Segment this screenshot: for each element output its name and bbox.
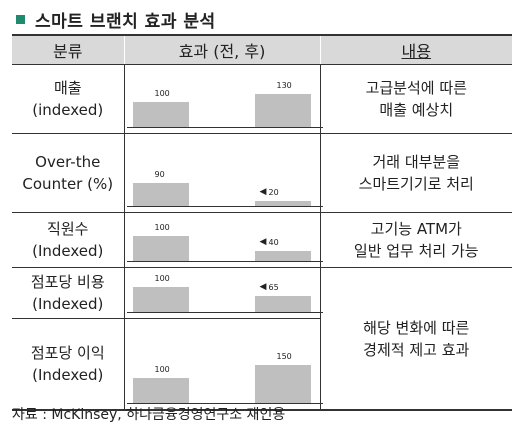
table-row: Over-the Counter (%) 90 20 ◀ 거래 대부분을 스마트기기… — [12, 133, 512, 213]
bar-value-label: 40 — [268, 238, 279, 247]
table-row: 점포당 비용 (Indexed) 100 65 ◀ 해당 변화에 따른 경제적 제고… — [12, 267, 512, 411]
chart-axis — [126, 261, 323, 262]
header-content: 내용 — [319, 34, 512, 65]
table-row: 직원수 (Indexed) 100 40 ◀ 고기능 ATM가 일반 업무 처리 가… — [12, 212, 512, 268]
chart-cell: 100 150 — [124, 318, 323, 411]
bar-before — [132, 236, 189, 261]
bar-value-label: 150 — [276, 352, 292, 361]
title-row: 스마트 브랜치 효과 분석 — [16, 6, 216, 32]
bar-chart: 100 65 ◀ — [125, 268, 325, 318]
category-unit: Counter (%) — [22, 175, 114, 193]
category-cell: 직원수 (Indexed) — [12, 212, 125, 268]
bar-value-label: 100 — [154, 223, 170, 232]
bar-after — [254, 296, 311, 312]
decrease-arrow-icon: ◀ — [259, 237, 267, 247]
content-line: 거래 대부분을 — [372, 153, 461, 171]
content-line: 해당 변화에 따른 — [363, 318, 470, 337]
source-note: 자료 : McKinsey, 하나금융경영연구소 재인용 — [12, 407, 286, 423]
content-cell: 고기능 ATM가 일반 업무 처리 가능 — [319, 212, 512, 268]
category-cell: 매출 (indexed) — [12, 64, 125, 134]
bar-chart: 100 130 — [125, 65, 325, 133]
chart-axis — [126, 312, 323, 313]
header-category: 분류 — [12, 34, 124, 65]
chart-cell: 100 40 ◀ — [124, 212, 323, 268]
content-line: 스마트기기로 처리 — [358, 175, 474, 193]
bar-before — [132, 183, 189, 206]
bar-after — [254, 251, 311, 261]
content-line: 고기능 ATM가 — [370, 220, 462, 238]
table-row: 점포당 이익 (Indexed) 100 150 — [12, 318, 512, 411]
category-unit: (Indexed) — [32, 242, 104, 260]
bar-chart: 100 40 ◀ — [125, 213, 325, 267]
chart-axis — [126, 206, 323, 207]
category-cell: Over-the Counter (%) — [12, 133, 125, 213]
content-line: 매출 예상치 — [379, 101, 454, 119]
bar-before — [132, 378, 189, 403]
bar-value-label: 65 — [268, 283, 279, 292]
category-unit: (indexed) — [32, 101, 104, 119]
bar-after — [254, 201, 311, 206]
content-line: 일반 업무 처리 가능 — [353, 242, 479, 260]
category-label: 점포당 비용 — [30, 273, 105, 291]
chart-cell: 100 130 — [124, 64, 323, 134]
bar-value-label: 90 — [154, 170, 165, 179]
chart-axis — [126, 403, 323, 404]
decrease-arrow-icon: ◀ — [259, 282, 267, 292]
content-line: 고급분석에 따른 — [365, 79, 467, 97]
title-square-icon — [16, 14, 25, 24]
bar-after — [254, 94, 311, 127]
chart-axis — [126, 127, 323, 128]
table-row: 매출 (indexed) 100 130 고급분석에 따른 매출 예상치 — [12, 64, 512, 134]
category-label: 매출 — [53, 79, 82, 97]
bar-value-label: 100 — [154, 89, 170, 98]
effect-table: 분류 효과 (전, 후) 내용 매출 (indexed) 100 130 고급분석… — [12, 34, 512, 411]
bar-value-label: 100 — [154, 365, 170, 374]
content-cell: 거래 대부분을 스마트기기로 처리 — [319, 133, 512, 213]
content-cell: 고급분석에 따른 매출 예상치 — [319, 64, 512, 134]
chart-cell: 90 20 ◀ — [124, 133, 323, 213]
category-label: 점포당 이익 — [30, 344, 105, 362]
decrease-arrow-icon: ◀ — [259, 187, 267, 197]
bar-before — [132, 287, 189, 312]
category-label: Over-the — [35, 153, 101, 171]
category-cell: 점포당 비용 (Indexed) — [12, 267, 125, 319]
table-header-row: 분류 효과 (전, 후) 내용 — [12, 34, 512, 65]
bar-after — [254, 365, 311, 403]
bar-value-label: 100 — [154, 274, 170, 283]
category-label: 직원수 — [47, 220, 89, 238]
bar-value-label: 130 — [276, 81, 292, 90]
content-cell: 해당 변화에 따른 경제적 제고 효과 — [319, 267, 512, 411]
bar-before — [132, 102, 189, 127]
bar-chart: 100 150 — [125, 319, 325, 409]
category-unit: (Indexed) — [32, 295, 104, 313]
header-effect: 효과 (전, 후) — [123, 34, 320, 65]
category-cell: 점포당 이익 (Indexed) — [12, 318, 125, 411]
bar-chart: 90 20 ◀ — [125, 134, 325, 212]
category-unit: (Indexed) — [32, 366, 104, 384]
content-line: 경제적 제고 효과 — [363, 340, 470, 359]
bar-value-label: 20 — [268, 188, 279, 197]
chart-cell: 100 65 ◀ — [124, 267, 323, 319]
page-title: 스마트 브랜치 효과 분석 — [35, 11, 216, 32]
